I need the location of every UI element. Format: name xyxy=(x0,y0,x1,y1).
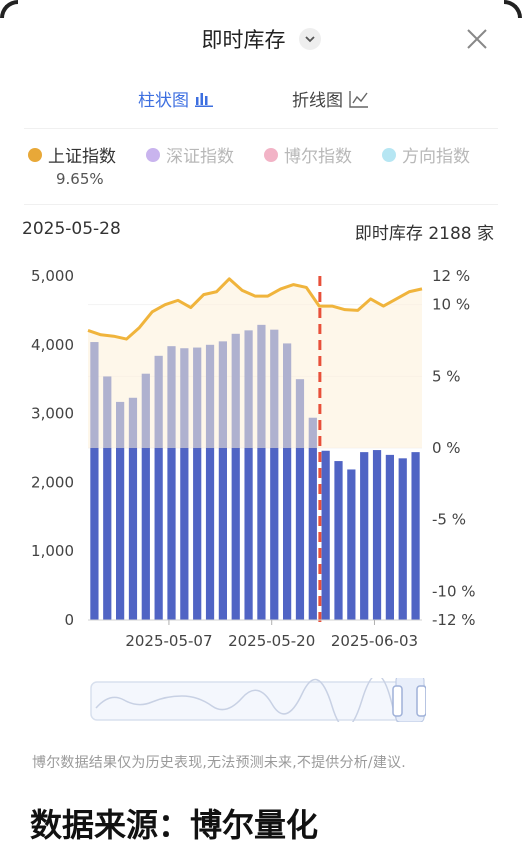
tab-label: 折线图 xyxy=(292,91,343,111)
bar xyxy=(257,324,266,620)
divider xyxy=(24,204,498,205)
bar xyxy=(308,417,317,620)
slider-preview-line xyxy=(95,678,413,722)
y-axis-left-tick-label: 4,000 xyxy=(31,336,74,354)
legend-label: 上证指数 xyxy=(48,147,116,167)
y-axis-right-tick-label: 12 % xyxy=(432,267,470,285)
legend-item-sh[interactable]: 上证指数 xyxy=(28,142,116,167)
y-axis-left-tick-label: 5,000 xyxy=(31,267,74,285)
bar xyxy=(295,379,305,620)
window-corner xyxy=(504,0,522,18)
y-axis-left-tick-label: 1,000 xyxy=(31,542,74,560)
legend-item-direction[interactable]: 方向指数 xyxy=(382,142,470,167)
bar xyxy=(193,347,202,620)
bar xyxy=(385,454,394,620)
bar xyxy=(141,373,150,620)
line-chart-icon xyxy=(349,90,368,108)
legend-item-boer[interactable]: 博尔指数 xyxy=(264,142,352,167)
bar xyxy=(90,342,99,620)
bar-chart-icon xyxy=(195,92,213,107)
inventory-chart[interactable]: 0 1,000 2,000 3,000 4,000 5,000 -12 % -10 % -5 %… xyxy=(0,255,522,655)
bar xyxy=(180,348,189,620)
x-axis-tick-label: 2025-06-03 xyxy=(331,632,418,650)
index-line xyxy=(87,277,423,341)
bar xyxy=(398,458,407,620)
divider xyxy=(24,128,498,129)
y-axis-left-tick-label: 2,000 xyxy=(31,473,74,491)
close-icon[interactable] xyxy=(466,28,488,50)
bar xyxy=(321,450,330,620)
legend-label: 方向指数 xyxy=(402,147,470,167)
tab-label: 柱状图 xyxy=(138,91,189,111)
bar xyxy=(116,401,125,620)
bar xyxy=(270,329,279,620)
index-area xyxy=(88,278,422,448)
bar xyxy=(128,397,138,620)
legend-label: 博尔指数 xyxy=(284,147,352,167)
x-axis-tick-label: 2025-05-20 xyxy=(228,632,315,650)
title-dropdown-button[interactable] xyxy=(298,28,321,50)
bar xyxy=(231,333,240,620)
slider-handle-left[interactable] xyxy=(392,685,403,717)
bar xyxy=(244,330,253,620)
bar xyxy=(218,341,227,620)
x-axis-tick-label: 2025-05-07 xyxy=(125,632,212,650)
window-corner xyxy=(0,0,18,18)
y-axis-left-tick-label: 0 xyxy=(64,611,74,629)
page-title: 即时库存 xyxy=(201,28,286,52)
selected-date: 2025-05-28 xyxy=(22,219,121,239)
header: 即时库存 xyxy=(0,24,522,54)
disclaimer: 博尔数据结果仅为历史表现,无法预测未来,不提供分析/建议. xyxy=(32,755,406,771)
bar xyxy=(167,346,176,620)
y-axis-right-tick-label: 10 % xyxy=(432,296,470,314)
slider-handle-right[interactable] xyxy=(416,685,426,717)
bar xyxy=(372,450,382,620)
bar xyxy=(334,461,343,620)
legend-item-sz[interactable]: 深证指数 xyxy=(146,142,234,167)
y-axis-right-tick-label: 0 % xyxy=(432,439,461,457)
legend-dot xyxy=(264,147,278,162)
bar xyxy=(360,452,369,620)
legend: 上证指数 深证指数 博尔指数 方向指数 xyxy=(28,142,498,168)
y-axis-left-tick-label: 3,000 xyxy=(31,405,74,423)
data-source: 数据来源：博尔量化 xyxy=(30,806,319,844)
chart-type-tabs: 柱状图 折线图 xyxy=(0,86,522,116)
tab-line-chart[interactable]: 折线图 xyxy=(292,86,369,111)
y-axis-right-tick-label: 5 % xyxy=(432,367,461,385)
bar xyxy=(154,355,163,620)
legend-value: 9.65% xyxy=(56,170,104,188)
bar xyxy=(347,469,356,620)
bar xyxy=(205,344,215,620)
tab-bar-chart[interactable]: 柱状图 xyxy=(138,86,213,111)
y-axis-right-tick-label: -5 % xyxy=(432,511,466,529)
inventory-readout: 即时库存 2188 家 xyxy=(354,224,494,244)
legend-dot xyxy=(382,147,396,162)
chevron-down-icon xyxy=(304,36,315,43)
legend-dot xyxy=(28,147,42,162)
legend-label: 深证指数 xyxy=(166,147,234,167)
legend-dot xyxy=(146,147,160,162)
bar xyxy=(411,452,420,620)
y-axis-right-tick-label: -10 % xyxy=(432,582,476,600)
y-axis-right-tick-label: -12 % xyxy=(432,611,476,629)
bar xyxy=(283,343,292,620)
slider-track xyxy=(90,681,426,721)
range-slider[interactable] xyxy=(90,678,426,722)
bar xyxy=(103,376,112,620)
